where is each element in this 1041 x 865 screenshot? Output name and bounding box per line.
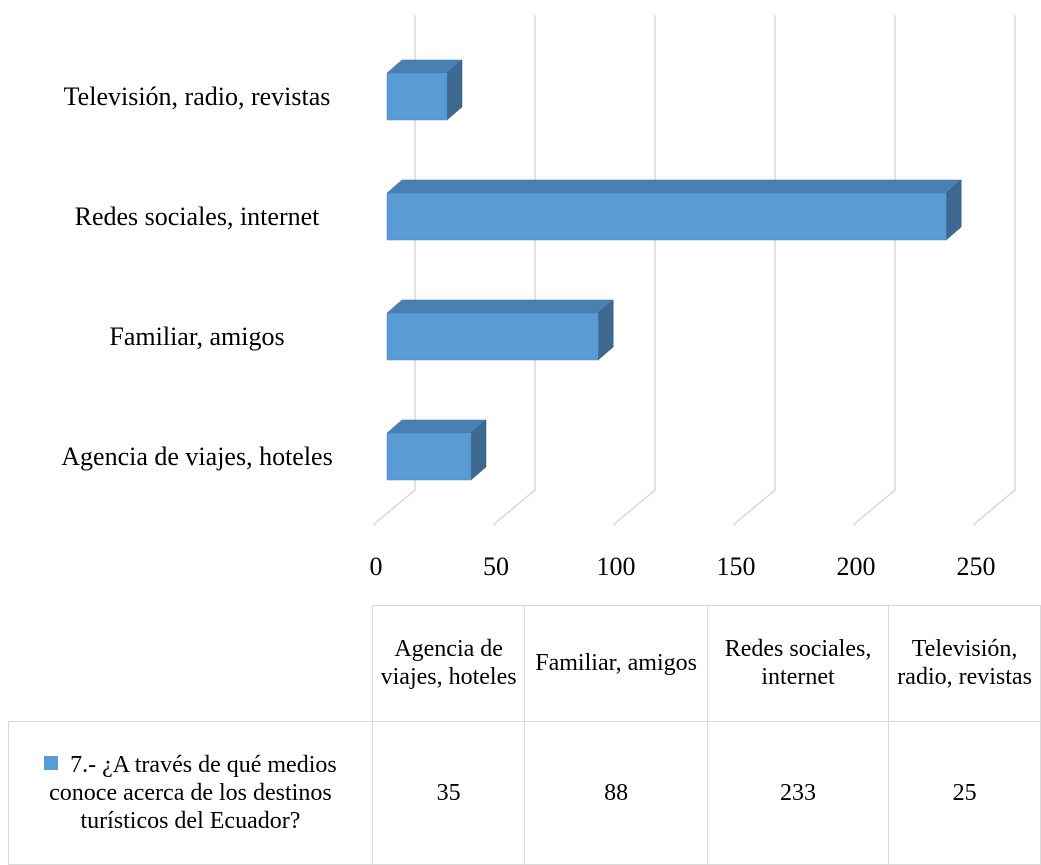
table-header: Familiar, amigos: [524, 605, 708, 722]
bar-front: [386, 432, 472, 481]
y-tick-label: Televisión, radio, revistas: [63, 82, 331, 111]
floor-line: [852, 489, 896, 526]
bar-top: [386, 419, 487, 434]
bar-front: [386, 192, 947, 241]
bar: [386, 179, 962, 241]
table-header: Televisión, radio, revistas: [888, 605, 1041, 722]
floor-line: [732, 489, 776, 526]
table-header-row: Agencia de viajes, hoteles Familiar, ami…: [9, 605, 1041, 722]
bar: [386, 59, 463, 121]
floor-line: [372, 489, 416, 526]
x-tick-label: 150: [717, 552, 756, 581]
x-tick-label: 100: [597, 552, 636, 581]
x-tick-label: 50: [483, 552, 509, 581]
x-tick-label: 250: [957, 552, 996, 581]
floor-line: [972, 489, 1016, 526]
table-header: Redes sociales, internet: [706, 605, 890, 722]
legend-key: [44, 755, 59, 770]
bar-front: [386, 312, 599, 361]
table-value: 88: [524, 720, 708, 865]
empty-cell: [9, 606, 373, 722]
data-table: Agencia de viajes, hoteles Familiar, ami…: [8, 605, 1041, 865]
x-tick-label: 0: [370, 552, 383, 581]
bar: [386, 419, 487, 481]
bar-top: [386, 179, 962, 194]
table-value: 233: [706, 720, 890, 865]
bar: [386, 299, 614, 361]
table-header: Agencia de viajes, hoteles: [371, 605, 526, 722]
y-tick-label: Familiar, amigos: [109, 322, 285, 351]
floor-line: [492, 489, 536, 526]
series-cell: 7.- ¿A través de qué medios conoce acerc…: [8, 720, 373, 865]
bar-front: [386, 72, 448, 121]
bar-top: [386, 299, 614, 314]
chart: 0 50 100 150 200 250: [370, 15, 1016, 581]
table-row: 7.- ¿A través de qué medios conoce acerc…: [8, 720, 1041, 865]
y-tick-label: Agencia de viajes, hoteles: [61, 442, 333, 471]
x-tick-label: 200: [837, 552, 876, 581]
table-value: 25: [888, 720, 1041, 865]
series-name: 7.- ¿A través de qué medios conoce acerc…: [49, 751, 337, 834]
floor-line: [612, 489, 656, 526]
table-value: 35: [371, 720, 526, 865]
y-tick-label: Redes sociales, internet: [74, 202, 320, 231]
